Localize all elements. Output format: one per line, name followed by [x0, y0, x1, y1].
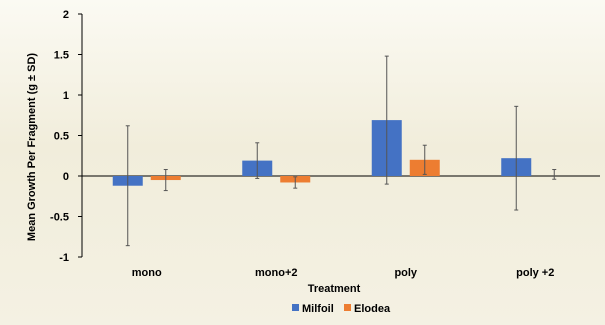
y-tick-label: -1 [59, 252, 69, 264]
y-tick-label: 1 [63, 90, 69, 102]
legend: Milfoil Elodea [292, 303, 391, 315]
y-axis-label: Mean Growth Per Fragment (g ± SD) [26, 53, 38, 242]
x-tick-label: poly [394, 267, 417, 279]
x-tick-label: poly +2 [516, 267, 554, 279]
x-axis-label: Treatment [308, 283, 361, 295]
legend-label-elodea: Elodea [354, 303, 391, 315]
plot-area: -1 -0.5 0 0.5 1 1.5 2 mono mono+2 poly poly +2 [50, 9, 600, 279]
y-tick-label: 0.5 [54, 131, 69, 143]
y-tick-label: -0.5 [50, 212, 69, 224]
legend-swatch-elodea [344, 304, 351, 311]
legend-label-milfoil: Milfoil [302, 303, 334, 315]
y-axis-label-group: Mean Growth Per Fragment (g ± SD) [26, 53, 38, 242]
y-tick-label: 1.5 [54, 50, 69, 62]
y-tick-label: 2 [63, 9, 69, 21]
x-tick-label: mono [132, 267, 162, 279]
x-tick-label: mono+2 [255, 267, 297, 279]
y-tick-label: 0 [63, 171, 69, 183]
legend-swatch-milfoil [292, 304, 299, 311]
